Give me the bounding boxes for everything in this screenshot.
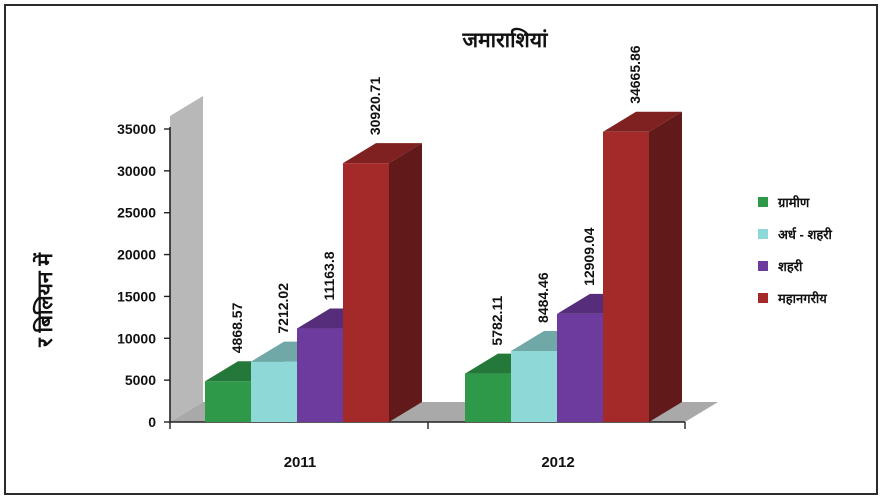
legend-swatch	[758, 229, 768, 239]
y-tick-label: 30000	[117, 163, 156, 179]
data-label: 8484.46	[535, 272, 551, 323]
bar	[343, 143, 422, 423]
legend-swatch	[758, 293, 768, 303]
bar-front	[205, 381, 251, 422]
bar-front	[557, 313, 603, 422]
y-axis-label: र बिलियन में	[32, 252, 57, 348]
x-tick-label: 2012	[541, 454, 574, 471]
y-tick-label: 25000	[117, 205, 156, 221]
back-wall	[170, 96, 203, 422]
data-label: 5782.11	[489, 296, 505, 346]
y-tick-label: 20000	[117, 247, 156, 263]
legend-swatch	[758, 197, 768, 207]
y-tick-label: 10000	[117, 330, 156, 346]
data-label: 12909.04	[581, 227, 597, 286]
bar-top	[603, 111, 682, 132]
data-label: 7212.02	[275, 283, 291, 334]
legend-label: अर्ध - शहरी	[778, 227, 833, 242]
bar-front	[251, 361, 297, 422]
bar	[603, 111, 682, 422]
data-label: 4868.57	[229, 302, 245, 353]
bar-side	[649, 111, 682, 422]
plot-area: 0 5000 10000 15000 20000 25000 30000 35000 2011 4…	[117, 45, 718, 471]
legend-label: ग्रामीण	[777, 195, 810, 210]
chart-title: जमाराशियां	[462, 27, 550, 52]
bar-front	[343, 163, 389, 423]
legend-swatch	[758, 261, 768, 271]
bar-side	[389, 143, 422, 423]
bar-front	[603, 131, 649, 422]
y-tick-label: 15000	[117, 288, 156, 304]
y-tick-label: 0	[148, 414, 156, 430]
data-label: 30920.71	[367, 77, 383, 136]
bar-front	[297, 328, 343, 422]
bar-top	[343, 143, 422, 164]
bar-front	[511, 350, 557, 422]
legend-label: शहरी	[778, 259, 803, 274]
x-tick-label: 2011	[284, 454, 317, 471]
y-tick-label: 35000	[117, 121, 156, 137]
bar-front	[465, 373, 511, 422]
legend-label: महानगरीय	[777, 291, 827, 306]
y-tick-label: 5000	[125, 372, 156, 388]
data-label: 11163.8	[321, 251, 337, 300]
data-label: 34665.86	[627, 45, 643, 104]
legend: ग्रामीण अर्ध - शहरी शहरी महानगरीय	[758, 195, 833, 306]
